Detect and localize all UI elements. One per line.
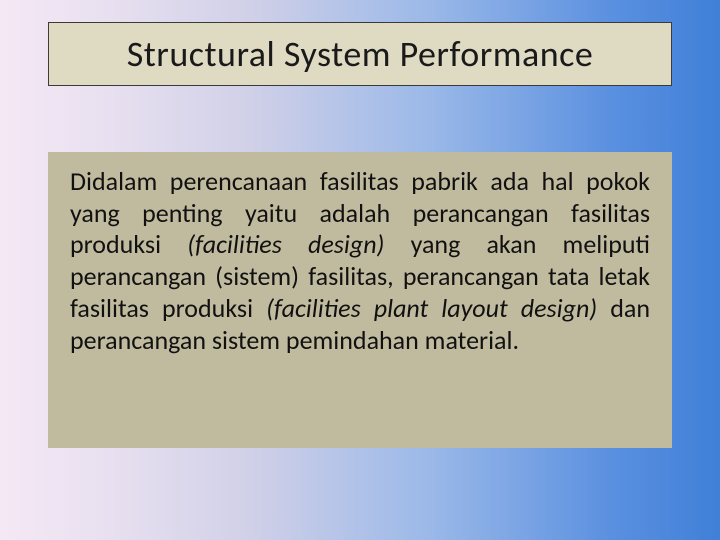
- body-container: Didalam perencanaan fasilitas pabrik ada…: [48, 152, 672, 448]
- body-italic-1: (facilities design): [187, 228, 384, 260]
- slide-body: Didalam perencanaan fasilitas pabrik ada…: [70, 166, 650, 356]
- slide-title: Structural System Performance: [127, 32, 594, 76]
- body-italic-2: (facilities plant layout design): [266, 292, 597, 324]
- title-container: Structural System Performance: [48, 22, 672, 86]
